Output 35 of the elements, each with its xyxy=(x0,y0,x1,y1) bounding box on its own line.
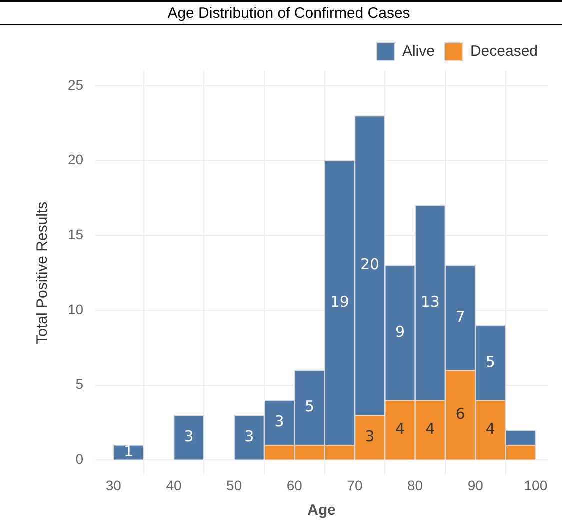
y-tick-label: 20 xyxy=(68,152,84,168)
data-label: 3 xyxy=(274,412,284,431)
data-label: 5 xyxy=(486,352,496,371)
data-label: 3 xyxy=(365,427,375,446)
data-label: 19 xyxy=(330,292,350,311)
legend-label: Deceased xyxy=(470,43,538,60)
x-tick-label: 90 xyxy=(468,477,484,494)
y-tick-label: 15 xyxy=(68,226,84,243)
data-label: 3 xyxy=(244,427,254,446)
data-label: 1 xyxy=(124,442,134,460)
y-tick-label: 0 xyxy=(76,451,84,468)
data-label: 9 xyxy=(395,322,405,341)
data-label: 4 xyxy=(486,420,496,438)
chart-title: Age Distribution of Confirmed Cases xyxy=(168,5,410,22)
y-tick-label: 5 xyxy=(76,376,84,392)
y-axis-title: Total Positive Results xyxy=(34,202,52,344)
legend-label: Alive xyxy=(402,43,435,60)
data-label: 5 xyxy=(304,398,314,416)
x-axis-title: Age xyxy=(308,502,336,520)
y-tick-label: 25 xyxy=(68,76,84,93)
data-label: 3 xyxy=(184,427,194,446)
x-tick-label: 60 xyxy=(286,477,303,494)
data-label: 20 xyxy=(360,256,380,274)
data-label: 7 xyxy=(456,308,466,326)
x-tick-label: 40 xyxy=(166,477,182,494)
y-tick-label: 10 xyxy=(68,301,84,318)
x-tick-label: 100 xyxy=(524,477,548,494)
data-label: 4 xyxy=(395,420,405,438)
x-tick-label: 50 xyxy=(226,477,242,494)
data-label: 6 xyxy=(456,404,466,423)
x-tick-label: 80 xyxy=(408,477,424,494)
data-label: 13 xyxy=(420,292,440,311)
data-label: 4 xyxy=(426,420,436,438)
x-tick-label: 70 xyxy=(347,477,363,494)
x-tick-label: 30 xyxy=(106,477,122,494)
